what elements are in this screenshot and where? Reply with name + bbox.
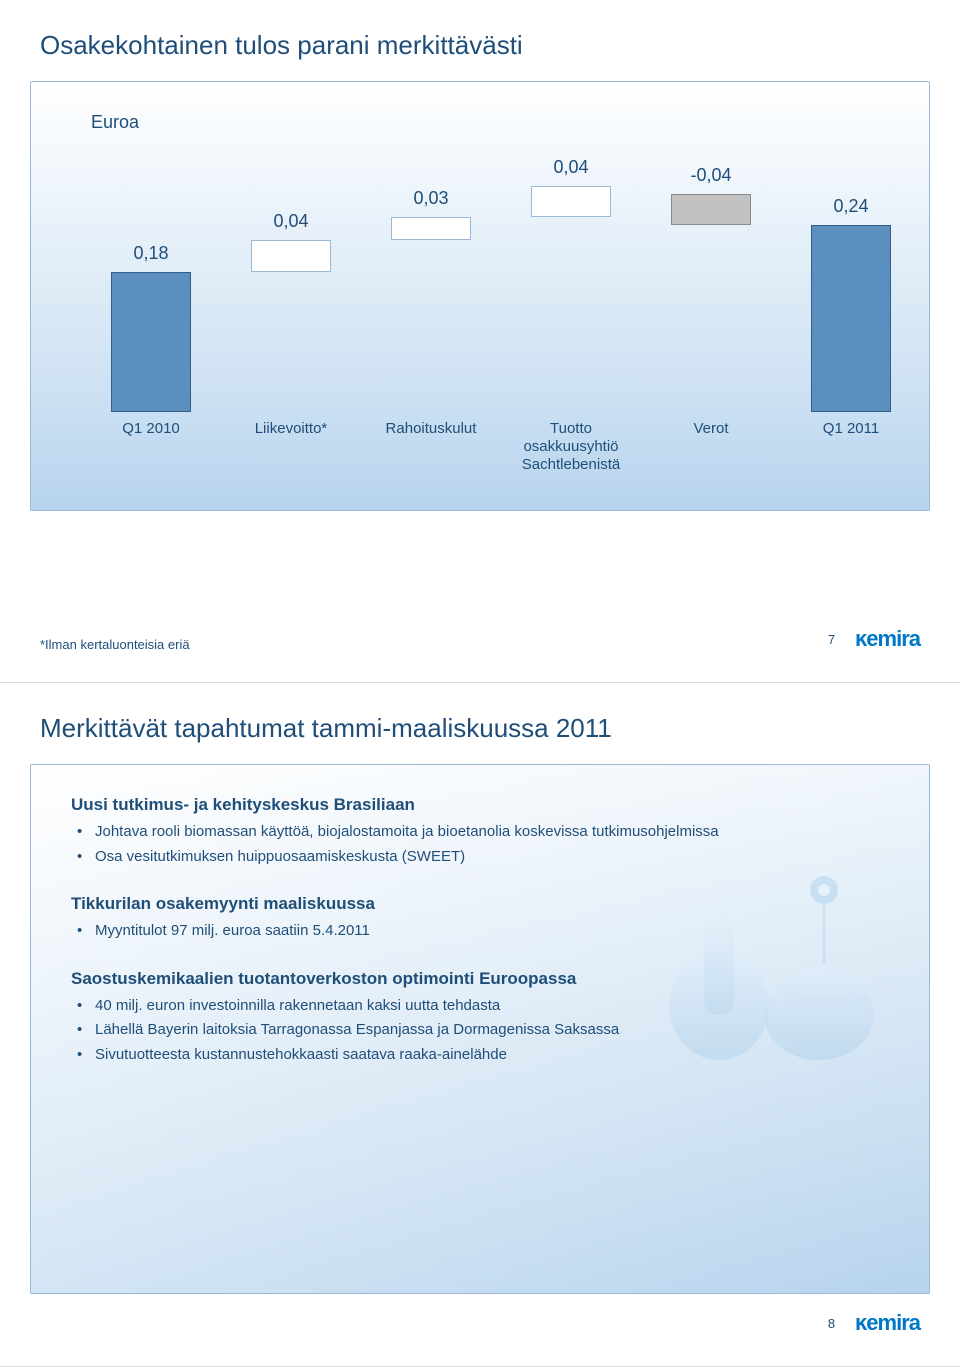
waterfall-value: 0,03 bbox=[391, 188, 471, 209]
waterfall-bar bbox=[111, 272, 191, 412]
kemira-logo-icon bbox=[855, 1310, 920, 1336]
waterfall-column: 0,03Rahoituskulut bbox=[391, 138, 471, 412]
slide1-title: Osakekohtainen tulos parani merkittäväst… bbox=[0, 0, 960, 71]
bullet-item: Myyntitulot 97 milj. euroa saatiin 5.4.2… bbox=[93, 920, 889, 943]
section-heading: Saostuskemikaalien tuotantoverkoston opt… bbox=[71, 969, 889, 989]
section-heading: Tikkurilan osakemyynti maaliskuussa bbox=[71, 894, 889, 914]
waterfall-category-label: Rahoituskulut bbox=[361, 420, 501, 438]
bullet-item: Johtava rooli biomassan käyttöä, biojalo… bbox=[93, 821, 889, 844]
page-number-1: 7 bbox=[828, 632, 835, 647]
waterfall-value: 0,18 bbox=[111, 243, 191, 264]
currency-label: Euroa bbox=[91, 112, 139, 133]
waterfall-bar bbox=[251, 240, 331, 271]
slide2-footer: 8 bbox=[40, 1310, 920, 1336]
waterfall-category-label: Q1 2011 bbox=[781, 420, 921, 438]
waterfall-bar bbox=[811, 225, 891, 412]
waterfall-category-label: Verot bbox=[641, 420, 781, 438]
section-heading: Uusi tutkimus- ja kehityskeskus Brasilia… bbox=[71, 795, 889, 815]
waterfall-value: 0,04 bbox=[251, 211, 331, 232]
waterfall-bar bbox=[391, 217, 471, 240]
waterfall-chart: 0,18Q1 20100,04Liikevoitto*0,03Rahoitusk… bbox=[61, 132, 899, 452]
waterfall-column: 0,04TuottoosakkuusyhtiöSachtlebenistä bbox=[531, 138, 611, 412]
slide-1: Osakekohtainen tulos parani merkittäväst… bbox=[0, 0, 960, 683]
waterfall-column: 0,04Liikevoitto* bbox=[251, 138, 331, 412]
waterfall-column: 0,18Q1 2010 bbox=[111, 138, 191, 412]
waterfall-bar bbox=[671, 194, 751, 225]
waterfall-value: 0,04 bbox=[531, 157, 611, 178]
waterfall-bar bbox=[531, 186, 611, 217]
content-panel: Uusi tutkimus- ja kehityskeskus Brasilia… bbox=[30, 764, 930, 1294]
page-number-2: 8 bbox=[828, 1316, 835, 1331]
slide2-title: Merkittävät tapahtumat tammi-maaliskuuss… bbox=[0, 683, 960, 754]
bullet-list: 40 milj. euron investoinnilla rakennetaa… bbox=[71, 995, 889, 1067]
waterfall-category-label: Liikevoitto* bbox=[221, 420, 361, 438]
bullet-list: Myyntitulot 97 milj. euroa saatiin 5.4.2… bbox=[71, 920, 889, 943]
waterfall-value: 0,24 bbox=[811, 196, 891, 217]
bullet-item: 40 milj. euron investoinnilla rakennetaa… bbox=[93, 995, 889, 1018]
sections-container: Uusi tutkimus- ja kehityskeskus Brasilia… bbox=[71, 795, 889, 1066]
waterfall-chart-panel: Euroa 0,18Q1 20100,04Liikevoitto*0,03Rah… bbox=[30, 81, 930, 511]
content-section: Tikkurilan osakemyynti maaliskuussa Myynt… bbox=[71, 894, 889, 943]
waterfall-value: -0,04 bbox=[671, 165, 751, 186]
waterfall-column: -0,04Verot bbox=[671, 138, 751, 412]
waterfall-category-label: TuottoosakkuusyhtiöSachtlebenistä bbox=[501, 420, 641, 474]
bullet-item: Sivutuotteesta kustannustehokkaasti saat… bbox=[93, 1044, 889, 1067]
slide1-footer: *Ilman kertaluonteisia eriä 7 bbox=[40, 626, 920, 652]
footnote-text: *Ilman kertaluonteisia eriä bbox=[40, 637, 190, 652]
bullet-item: Osa vesitutkimuksen huippuosaamiskeskust… bbox=[93, 846, 889, 869]
bullet-list: Johtava rooli biomassan käyttöä, biojalo… bbox=[71, 821, 889, 868]
content-section: Saostuskemikaalien tuotantoverkoston opt… bbox=[71, 969, 889, 1067]
content-section: Uusi tutkimus- ja kehityskeskus Brasilia… bbox=[71, 795, 889, 868]
kemira-logo-icon bbox=[855, 626, 920, 652]
bullet-item: Lähellä Bayerin laitoksia Tarragonassa E… bbox=[93, 1019, 889, 1042]
waterfall-category-label: Q1 2010 bbox=[81, 420, 221, 438]
waterfall-column: 0,24Q1 2011 bbox=[811, 138, 891, 412]
slide-2: Merkittävät tapahtumat tammi-maaliskuuss… bbox=[0, 683, 960, 1367]
